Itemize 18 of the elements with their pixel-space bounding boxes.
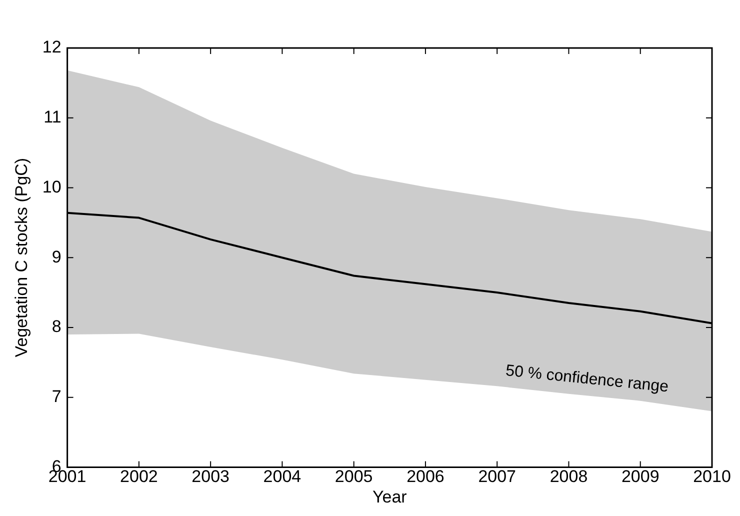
x-tick-label: 2008 xyxy=(550,467,588,486)
annotation: 50 % confidence range xyxy=(504,362,670,396)
x-tick-label: 2002 xyxy=(120,467,158,486)
y-tick-label: 10 xyxy=(42,177,62,196)
y-axis-title: Vegetation C stocks (PgC) xyxy=(12,158,31,358)
y-tick-label: 7 xyxy=(52,387,62,406)
x-tick-label: 2009 xyxy=(621,467,660,486)
x-tick-label: 2004 xyxy=(263,467,302,486)
y-tick-label: 12 xyxy=(42,38,62,57)
x-tick-label: 2005 xyxy=(334,467,373,486)
x-tick-label: 2003 xyxy=(192,467,230,486)
x-tick-label: 2010 xyxy=(693,467,731,486)
x-tick-label: 2007 xyxy=(478,467,516,486)
x-axis-title: Year xyxy=(372,487,408,506)
x-tick-label: 2006 xyxy=(406,467,444,486)
y-tick-label: 11 xyxy=(44,108,62,127)
y-tick-label: 8 xyxy=(52,317,62,336)
y-tick-label: 9 xyxy=(52,247,62,266)
